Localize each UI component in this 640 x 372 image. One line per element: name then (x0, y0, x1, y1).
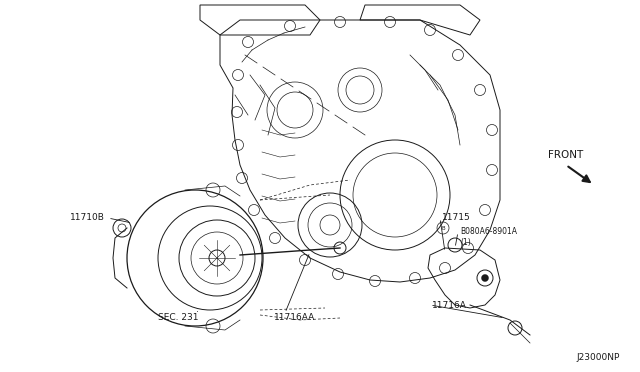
Text: FRONT: FRONT (548, 150, 583, 160)
Text: 11715: 11715 (442, 214, 471, 222)
Text: 11716AA: 11716AA (275, 314, 316, 323)
Text: (1): (1) (460, 238, 471, 247)
Text: B080A6-8901A: B080A6-8901A (460, 228, 517, 237)
Circle shape (481, 275, 488, 282)
Text: SEC. 231: SEC. 231 (157, 314, 198, 323)
Text: B: B (441, 225, 445, 231)
Text: 11716A: 11716A (432, 301, 467, 310)
Text: J23000NP: J23000NP (577, 353, 620, 362)
Text: 11710B: 11710B (70, 214, 105, 222)
